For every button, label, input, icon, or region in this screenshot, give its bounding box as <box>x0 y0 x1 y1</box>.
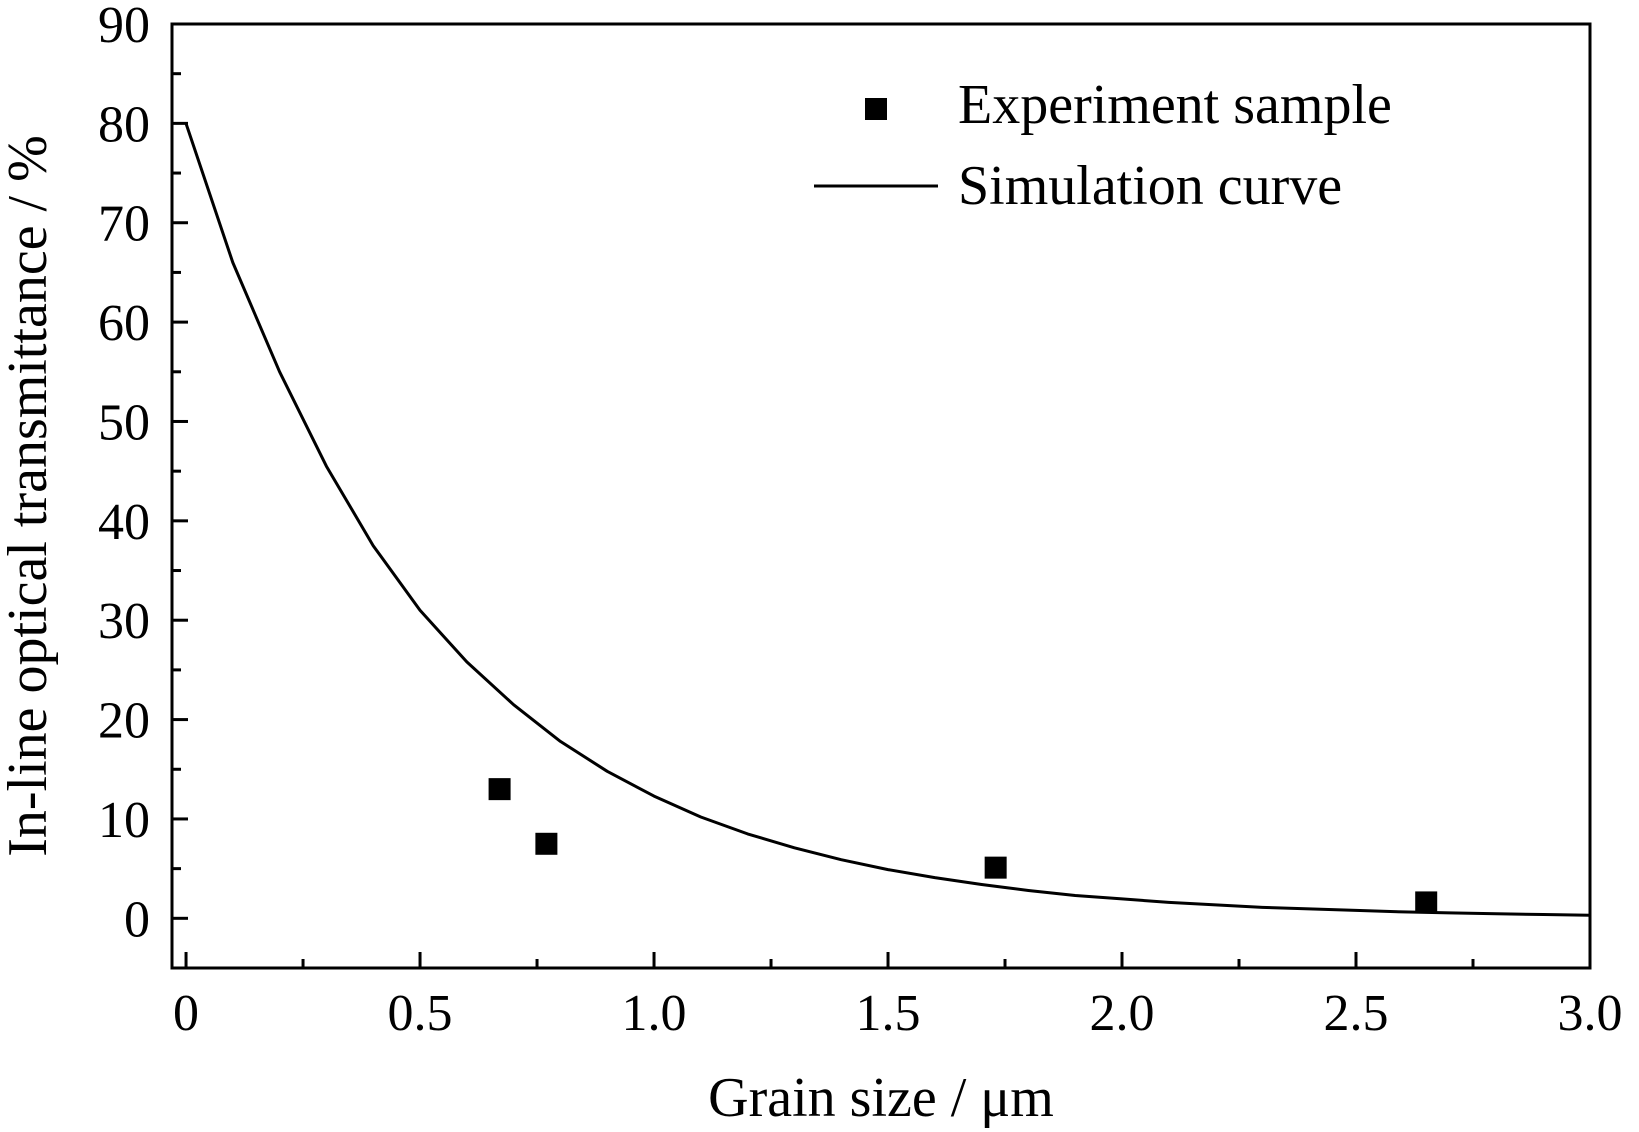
experiment-sample-point <box>984 856 1007 879</box>
y-tick-label: 40 <box>98 494 150 551</box>
legend: Experiment sample Simulation curve <box>814 74 1392 217</box>
x-tick-label: 2.5 <box>1324 985 1389 1042</box>
y-tick-label: 80 <box>98 96 150 153</box>
plot-frame <box>170 22 1592 970</box>
plot-content <box>184 122 1591 917</box>
y-tick-label: 20 <box>98 693 150 750</box>
axis-ticks <box>172 22 1592 970</box>
experiment-sample-point <box>1415 891 1438 914</box>
legend-marker-experiment <box>865 98 887 120</box>
y-tick-label: 0 <box>124 891 150 948</box>
y-tick-label: 90 <box>98 0 150 54</box>
x-tick-label: 1.0 <box>622 985 687 1042</box>
x-tick-label: 0 <box>173 985 199 1042</box>
y-tick-label: 30 <box>98 593 150 650</box>
y-axis-title: In-line optical transmittance / % <box>0 135 59 857</box>
x-tick-label: 0.5 <box>388 985 453 1042</box>
axis-tick-labels: 0 0.5 1.0 1.5 2.0 2.5 3.0 0 10 20 30 40 50 60 70 80 90 <box>98 0 1623 1042</box>
y-tick-label: 50 <box>98 394 150 451</box>
legend-label-experiment: Experiment sample <box>958 74 1392 136</box>
y-tick-label: 70 <box>98 196 150 253</box>
legend-label-simulation: Simulation curve <box>958 155 1342 217</box>
x-axis-title: Grain size / μm <box>708 1067 1054 1129</box>
x-tick-label: 3.0 <box>1558 985 1623 1042</box>
x-tick-label: 1.5 <box>856 985 921 1042</box>
y-tick-label: 60 <box>98 295 150 352</box>
experiment-sample-point <box>535 832 558 855</box>
x-tick-label: 2.0 <box>1090 985 1155 1042</box>
y-tick-label: 10 <box>98 792 150 849</box>
simulation-curve-line <box>184 122 1591 917</box>
experiment-sample-point <box>488 778 511 801</box>
